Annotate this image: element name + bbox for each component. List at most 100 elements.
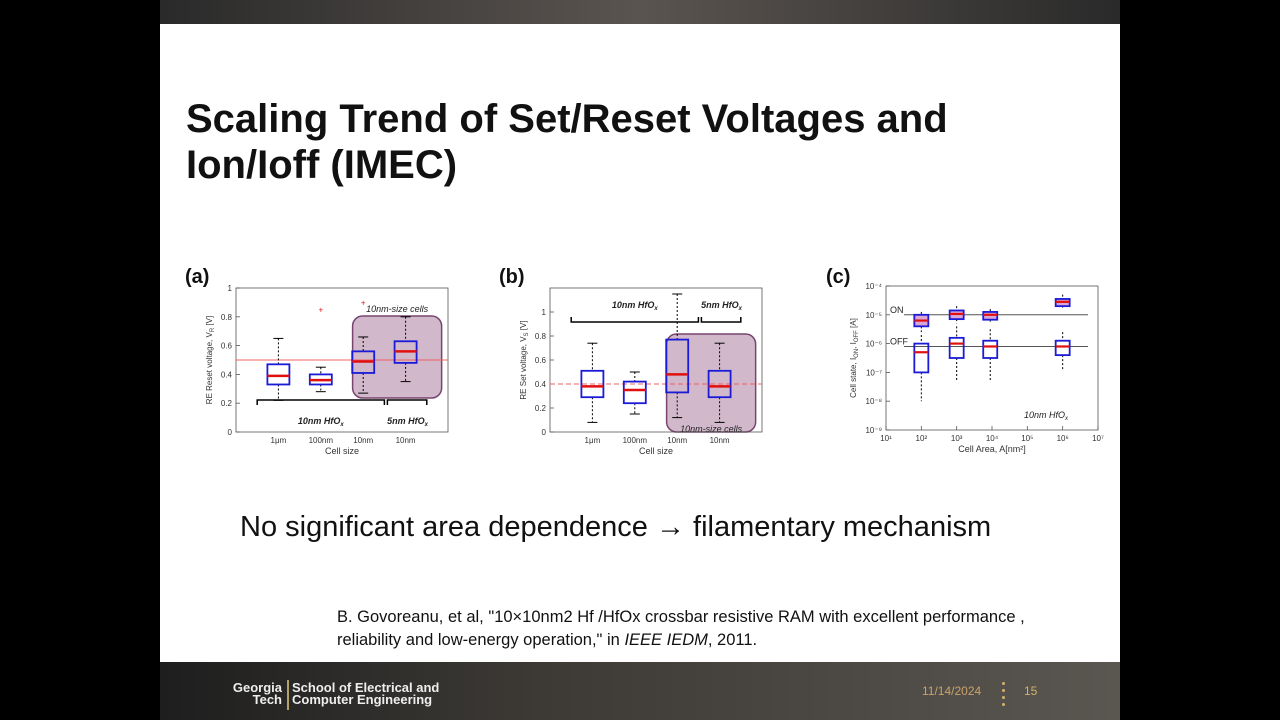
on-label: ON bbox=[890, 305, 904, 315]
chart-reset-voltage: 10nm-size cells 0 0.2 0.4 0.6 0.8 1 1μm +100nm +1… bbox=[205, 284, 449, 456]
x-tick-label: 1μm bbox=[585, 436, 601, 445]
y-tick-label: 0.8 bbox=[535, 332, 547, 341]
group-label-1: 10nm HfOx bbox=[298, 416, 345, 428]
x-axis-label: Cell size bbox=[639, 446, 673, 456]
chart-set-voltage: 10nm-size cells 0 0.2 0.4 0.6 0.8 1 1μm 100nm 10n… bbox=[519, 287, 763, 456]
x-tick-label: 10⁴ bbox=[986, 434, 999, 443]
top-bar bbox=[160, 0, 1120, 24]
box bbox=[622, 380, 647, 405]
group-label-2: 5nm HfOx bbox=[387, 416, 429, 428]
title-line-2: Ion/Ioff (IMEC) bbox=[186, 143, 458, 187]
y-axis-label-unit: [V] bbox=[519, 320, 528, 332]
group-label-1-sub: x bbox=[653, 306, 658, 312]
citation-year: , 2011. bbox=[707, 631, 758, 649]
off-box bbox=[913, 342, 930, 374]
highlight-region bbox=[351, 315, 443, 399]
group-brace-1 bbox=[570, 317, 700, 323]
box bbox=[707, 369, 732, 399]
slide: Scaling Trend of Set/Reset Voltages and … bbox=[160, 0, 1120, 720]
x-tick-label: 10nm bbox=[396, 436, 416, 445]
logo-divider bbox=[287, 680, 289, 710]
group-brace-1 bbox=[256, 399, 386, 405]
group-label-2-sub: x bbox=[738, 306, 743, 312]
y-tick-label: 10⁻⁵ bbox=[866, 311, 882, 320]
y-axis-label-unit: [A] bbox=[849, 318, 858, 330]
y-tick-label: 0.2 bbox=[535, 404, 547, 413]
x-tick-label: 10⁶ bbox=[1057, 434, 1069, 443]
off-label: OFF bbox=[890, 336, 908, 346]
group-brace-2 bbox=[700, 317, 742, 323]
chart-annotation: 10nm HfOx bbox=[1024, 410, 1069, 422]
y-tick-label: 1 bbox=[542, 308, 547, 317]
page-number: 15 bbox=[1024, 684, 1038, 698]
panel-label-b: (b) bbox=[499, 266, 525, 288]
group-label-1: 10nm HfOx bbox=[612, 300, 659, 312]
x-tick-label: 10² bbox=[916, 434, 928, 443]
x-axis-label: Cell size bbox=[325, 446, 359, 456]
footer-bar: Georgia Tech School of Electrical and Co… bbox=[160, 662, 1120, 720]
logo-dept-line-2: Computer Engineering bbox=[292, 692, 433, 707]
slide-subtitle: No significant area dependence → filamen… bbox=[240, 511, 992, 543]
y-axis-label-sub2: OFF bbox=[854, 330, 860, 342]
x-tick-label: 10⁵ bbox=[1021, 434, 1033, 443]
chart-annotation-sub: x bbox=[1064, 416, 1069, 422]
y-tick-label: 0 bbox=[542, 428, 547, 437]
title-line-1: Scaling Trend of Set/Reset Voltages and bbox=[186, 97, 948, 141]
citation-main: B. Govoreanu, et al, "10×10nm2 Hf /HfOx … bbox=[337, 608, 1025, 649]
y-tick-label: 0.6 bbox=[221, 342, 233, 351]
y-tick-label: 10⁻⁴ bbox=[865, 282, 882, 291]
off-box bbox=[948, 336, 965, 359]
y-tick-label: 0.2 bbox=[221, 399, 233, 408]
y-tick-label: 10⁻⁶ bbox=[866, 340, 882, 349]
y-tick-label: 0.6 bbox=[535, 356, 547, 365]
off-box bbox=[982, 339, 999, 359]
x-tick-label: 10nm bbox=[667, 436, 687, 445]
y-tick-label: 0.8 bbox=[221, 313, 233, 322]
outlier-marker: + bbox=[361, 298, 366, 307]
y-axis-label-sub: ON bbox=[854, 349, 860, 358]
y-tick-label: 10⁻⁷ bbox=[866, 368, 882, 377]
y-tick-label: 10⁻⁸ bbox=[866, 397, 883, 406]
x-tick-label: 10nm bbox=[710, 436, 730, 445]
logo-dept-line-1: School of Electrical and bbox=[292, 680, 440, 695]
citation-venue: IEEE IEDM bbox=[624, 631, 708, 649]
citation: B. Govoreanu, et al, "10×10nm2 Hf /HfOx … bbox=[337, 606, 1057, 652]
y-axis-label: RE Reset voltage, VR [V] bbox=[205, 316, 216, 404]
slide-title: Scaling Trend of Set/Reset Voltages and … bbox=[186, 96, 1086, 188]
logo-department: School of Electrical and Computer Engine… bbox=[292, 680, 492, 707]
box bbox=[266, 363, 291, 386]
x-tick-label: 10¹ bbox=[880, 434, 892, 443]
panel-label-c: (c) bbox=[826, 266, 851, 288]
y-axis-label: Cell state, ION, IOFF [A] bbox=[849, 318, 860, 398]
y-axis-label-sub: S bbox=[524, 332, 530, 336]
x-tick-label: 10⁷ bbox=[1092, 434, 1104, 443]
x-tick-label: 10³ bbox=[951, 434, 963, 443]
outlier-marker: + bbox=[318, 306, 323, 315]
panel-label-a: (a) bbox=[185, 266, 210, 288]
x-axis-label: Cell Area, A[nm²] bbox=[958, 444, 1026, 454]
group-brace-2 bbox=[386, 399, 428, 405]
y-axis-label-sub: R bbox=[210, 327, 216, 332]
x-tick-label: 100nm bbox=[309, 436, 334, 445]
group-label-2-sub: x bbox=[424, 422, 429, 428]
y-axis-label-mid: , I bbox=[849, 342, 858, 349]
off-box bbox=[1054, 339, 1071, 357]
y-tick-label: 10⁻⁹ bbox=[865, 426, 882, 435]
box bbox=[665, 338, 690, 394]
group-label-1-sub: x bbox=[339, 422, 344, 428]
x-tick-label: 100nm bbox=[623, 436, 648, 445]
box bbox=[580, 369, 605, 399]
highlight-label: 10nm-size cells bbox=[366, 304, 429, 314]
vertical-dots-icon bbox=[999, 678, 1007, 706]
y-tick-label: 0 bbox=[228, 428, 233, 437]
y-tick-label: 0.4 bbox=[535, 380, 547, 389]
y-tick-label: 1 bbox=[228, 284, 233, 293]
group-label-2: 5nm HfOx bbox=[701, 300, 743, 312]
highlight-label: 10nm-size cells bbox=[680, 424, 743, 434]
footer-date: 11/14/2024 bbox=[922, 684, 982, 698]
x-tick-label: 1μm bbox=[271, 436, 287, 445]
logo-georgia-tech: Georgia Tech bbox=[232, 680, 282, 707]
x-tick-label: 10nm bbox=[353, 436, 373, 445]
y-axis-label-unit: [V] bbox=[205, 316, 214, 328]
